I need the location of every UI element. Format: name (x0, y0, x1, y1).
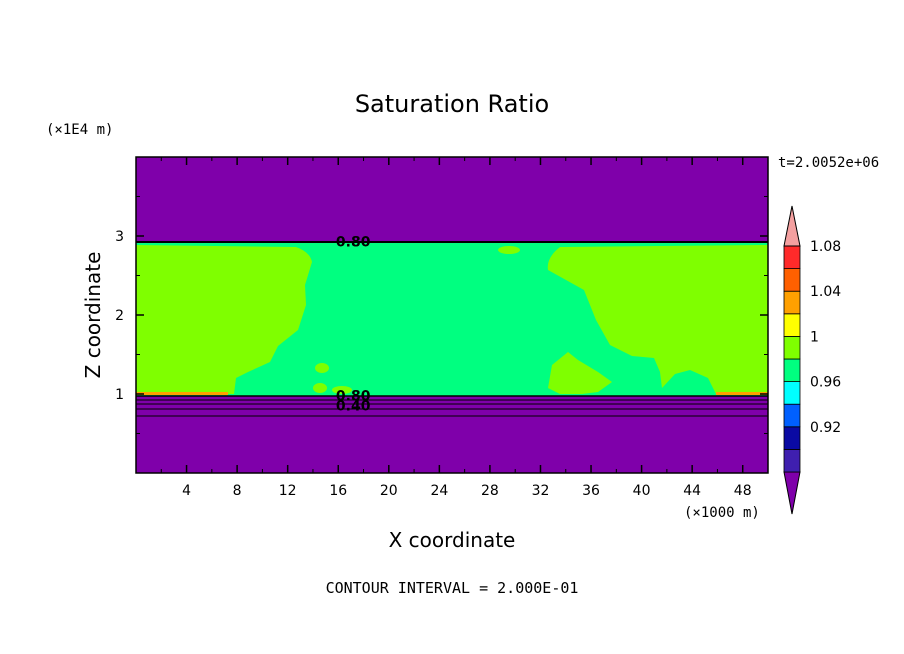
chart-title: Saturation Ratio (355, 90, 549, 118)
time-label: t=2.0052e+06 (778, 155, 879, 171)
colorbar-max-triangle (783, 205, 801, 247)
saturated-right-region (547, 245, 768, 394)
contour-label: 0.80 (336, 388, 371, 404)
colorbar-swatch (783, 335, 801, 360)
contour-interval-footer: CONTOUR INTERVAL = 2.000E-01 (326, 579, 579, 597)
colorbar-swatch (783, 358, 801, 383)
x-tick-label: 8 (233, 483, 242, 499)
colorbar-swatch (783, 313, 801, 337)
x-tick-label: 12 (279, 483, 297, 499)
colorbar-swatch (783, 268, 801, 292)
bottom-boundary-orange-right (716, 392, 768, 395)
y-tick-label: 2 (115, 308, 124, 324)
x-tick-label: 28 (481, 483, 499, 499)
saturated-left-region (136, 245, 312, 394)
colorbar-level-label: 0.96 (810, 375, 841, 391)
contour-labels: 0.800.800.40 (336, 234, 371, 414)
colorbar-level-label: 1 (810, 329, 819, 345)
bottom-boundary-orange (136, 392, 228, 395)
x-tick-label: 40 (633, 483, 651, 499)
y-tick-label: 3 (115, 229, 124, 245)
saturated-blob-small-1 (315, 363, 329, 373)
colorbar-swatch (783, 448, 801, 473)
colorbar-min-triangle (783, 471, 801, 515)
y-ticks: 1 2 3 (115, 196, 768, 434)
x-tick-label: 24 (430, 483, 448, 499)
colorbar-swatch (783, 426, 801, 450)
colorbar-level-label: 1.08 (810, 239, 841, 255)
x-tick-label: 4 (182, 483, 191, 499)
x-units-label: (×1000 m) (684, 505, 760, 521)
y-axis-label: Z coordinate (81, 252, 105, 379)
colorbar-level-label: 1.04 (810, 284, 841, 300)
x-tick-label: 16 (329, 483, 347, 499)
colorbar-swatch (783, 403, 801, 428)
saturated-blob-center-right (548, 352, 612, 394)
x-ticks: 4 8 12 16 20 24 28 32 36 40 44 48 (160, 157, 752, 499)
saturated-blob-small-3 (332, 386, 352, 394)
colorbar: 0.92 0.96 1 1.04 1.08 (783, 205, 841, 515)
x-tick-label: 44 (683, 483, 701, 499)
x-tick-label: 20 (380, 483, 398, 499)
saturated-blob-small-2 (313, 383, 327, 393)
x-tick-label: 32 (532, 483, 550, 499)
contour-label: 0.40 (336, 399, 371, 415)
x-tick-label: 48 (734, 483, 752, 499)
x-tick-label: 36 (582, 483, 600, 499)
y-tick-label: 1 (115, 387, 124, 403)
plot-area: 0.800.800.40 4 8 12 16 20 24 28 32 36 40 44 48 123 (115, 156, 769, 499)
contour-label: 0.80 (336, 234, 371, 250)
colorbar-level-label: 0.92 (810, 420, 841, 436)
saturated-blob-top (498, 246, 520, 254)
x-axis-label: X coordinate (389, 528, 516, 552)
colorbar-swatch (783, 245, 801, 270)
y-units-label: (×1E4 m) (46, 122, 113, 138)
colorbar-swatch (783, 290, 801, 315)
colorbar-swatch (783, 381, 801, 405)
